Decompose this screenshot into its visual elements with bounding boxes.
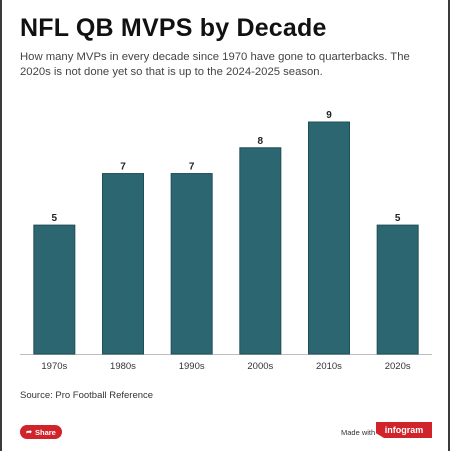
made-with-text: Made with <box>341 428 376 437</box>
bar-2000s[interactable] <box>239 147 282 355</box>
bar-2010s[interactable] <box>308 121 350 355</box>
infogram-logo[interactable]: infogram <box>376 422 432 438</box>
bar-1990s[interactable] <box>170 173 213 355</box>
data-label-1980s: 7 <box>120 162 126 173</box>
data-label-1970s: 5 <box>52 213 58 224</box>
share-label: Share <box>35 427 56 437</box>
share-icon: ➦ <box>26 429 32 436</box>
x-tick-label-1970s: 1970s <box>41 361 67 372</box>
x-tick-label-2020s: 2020s <box>385 361 411 372</box>
x-tick-label-1980s: 1980s <box>110 361 136 372</box>
data-label-2020s: 5 <box>395 213 401 224</box>
x-tick-label-2010s: 2010s <box>316 361 342 372</box>
chart-subtitle: How many MVPs in every decade since 1970… <box>20 51 410 78</box>
chart-title: NFL QB MVPS by Decade <box>20 14 327 42</box>
bar-1970s[interactable] <box>33 224 76 355</box>
x-tick-label-1990s: 1990s <box>179 361 205 372</box>
bar-1980s[interactable] <box>102 173 144 355</box>
frame-right-border <box>448 0 450 451</box>
data-label-2000s: 8 <box>258 136 264 147</box>
data-label-1990s: 7 <box>189 162 195 173</box>
source-note: Source: Pro Football Reference <box>20 390 154 401</box>
x-tick-label-2000s: 2000s <box>247 361 273 372</box>
frame-left-border <box>0 0 2 451</box>
bar-2020s[interactable] <box>376 224 419 355</box>
data-label-2010s: 9 <box>326 110 332 121</box>
share-button[interactable]: ➦ Share <box>20 425 62 439</box>
